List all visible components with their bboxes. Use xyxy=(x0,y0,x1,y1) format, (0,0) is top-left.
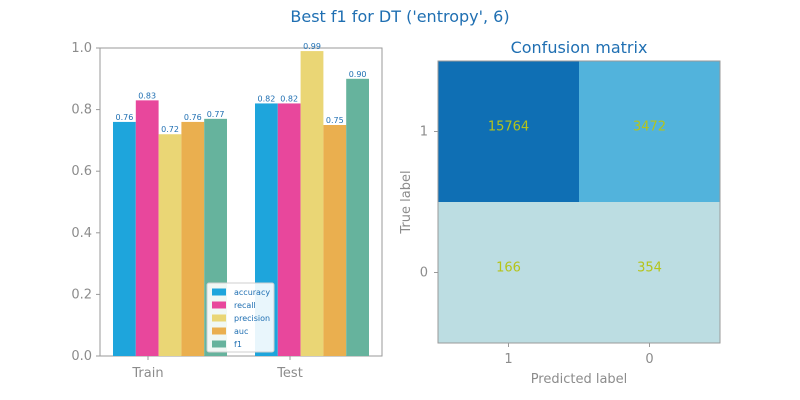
figure-title: Best f1 for DT ('entropy', 6) xyxy=(290,7,509,26)
legend-swatch-auc xyxy=(212,327,226,335)
bar-value-labels: 0.76 0.82 0.83 0.82 0.72 0.99 0.76 0.75 0.77 0.90 xyxy=(115,42,366,134)
bar-precision-train xyxy=(158,134,182,356)
bar-x-axis: Train Test xyxy=(131,356,303,381)
x-tick-label: Test xyxy=(276,366,303,381)
bar-value-label: 0.76 xyxy=(184,113,202,122)
cm-y-tick-label: 0 xyxy=(420,266,428,281)
legend-swatch-f1 xyxy=(212,340,226,348)
legend-label-auc: auc xyxy=(234,327,248,336)
bar-value-label: 0.99 xyxy=(303,42,321,51)
bar-auc-train xyxy=(181,121,205,356)
bar-recall-test xyxy=(277,103,301,356)
confusion-matrix-ticks: 1 0 1 0 xyxy=(420,125,654,368)
legend-label-precision: precision xyxy=(234,314,270,323)
legend-label-recall: recall xyxy=(234,301,256,310)
bar-recall-train xyxy=(135,100,159,356)
confusion-matrix-title: Confusion matrix xyxy=(511,38,648,57)
y-tick-label: 0.6 xyxy=(71,164,92,179)
bar-value-label: 0.90 xyxy=(349,70,367,79)
legend-swatch-recall xyxy=(212,301,226,309)
x-tick-label: Train xyxy=(131,366,163,381)
bar-f1-test xyxy=(346,78,369,357)
confusion-matrix-xlabel: Predicted label xyxy=(531,372,628,387)
legend-swatch-accuracy xyxy=(212,288,226,296)
cm-cell-1-1 xyxy=(579,202,720,343)
cm-cell-1-0 xyxy=(438,202,579,343)
bar-accuracy-train xyxy=(113,121,136,356)
y-tick-label: 0.8 xyxy=(71,103,92,118)
bar-plot-frame xyxy=(99,47,383,357)
y-tick-label: 1.0 xyxy=(71,41,92,56)
legend-box xyxy=(206,282,275,353)
y-tick-label: 0.0 xyxy=(71,349,92,364)
cm-cell-value: 15764 xyxy=(488,120,529,135)
cm-y-tick-label: 1 xyxy=(420,125,428,140)
legend-label-accuracy: accuracy xyxy=(234,288,270,297)
bar-value-label: 0.77 xyxy=(207,110,225,119)
confusion-matrix: Confusion matrix 15764 3472 166 354 1 0 1 0 Pr… xyxy=(399,38,721,387)
confusion-matrix-ylabel: True label xyxy=(399,170,414,234)
bar-value-label: 0.83 xyxy=(138,91,156,100)
bar-value-label: 0.82 xyxy=(257,94,275,103)
bar-value-label: 0.76 xyxy=(115,113,133,122)
cm-cell-0-1 xyxy=(579,61,720,202)
cm-cell-value: 3472 xyxy=(633,120,666,135)
bar-y-axis: 0.0 0.2 0.4 0.6 0.8 1.0 xyxy=(71,41,100,364)
bar-value-label: 0.72 xyxy=(161,125,179,134)
bar-chart: 0.0 0.2 0.4 0.6 0.8 1.0 Train Test 0.76 0.82 0.8… xyxy=(71,41,383,381)
y-tick-label: 0.2 xyxy=(71,287,92,302)
bar-value-label: 0.75 xyxy=(326,116,344,125)
y-tick-label: 0.4 xyxy=(71,226,92,241)
cm-cell-0-0 xyxy=(438,61,579,202)
bar-auc-test xyxy=(323,125,347,356)
bar-legend: accuracy recall precision auc f1 xyxy=(206,282,275,353)
bar-precision-test xyxy=(300,51,324,357)
confusion-matrix-frame xyxy=(437,60,721,344)
cm-x-tick-label: 0 xyxy=(645,352,653,367)
confusion-matrix-cells: 15764 3472 166 354 xyxy=(438,61,720,343)
bar-value-label: 0.82 xyxy=(280,94,298,103)
cm-cell-value: 354 xyxy=(637,261,662,276)
cm-x-tick-label: 1 xyxy=(504,352,512,367)
legend-label-f1: f1 xyxy=(234,340,242,349)
cm-cell-value: 166 xyxy=(496,261,521,276)
legend-swatch-precision xyxy=(212,314,226,322)
